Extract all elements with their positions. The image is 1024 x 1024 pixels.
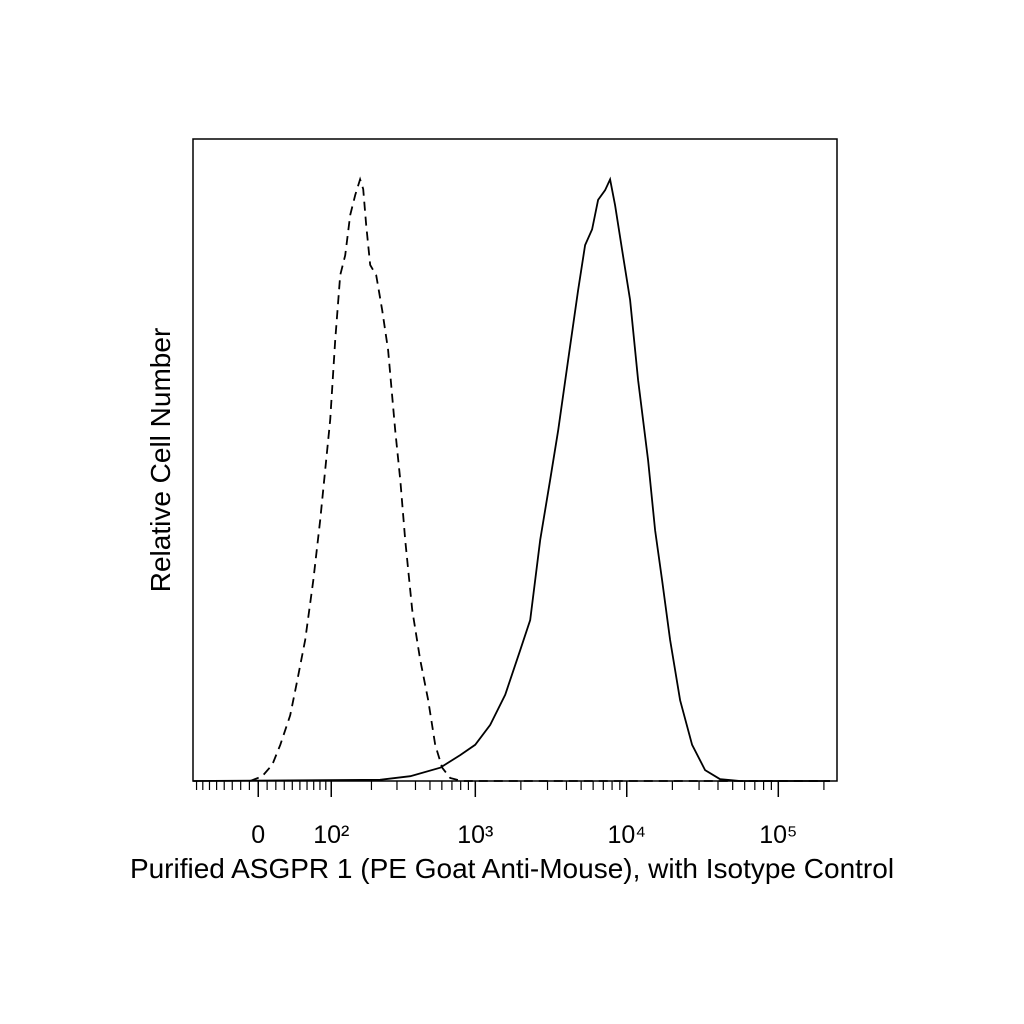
x-tick-label: 10³	[457, 821, 493, 849]
x-tick-label: 10⁴	[607, 821, 646, 849]
histogram-line	[249, 176, 830, 782]
plot-frame	[192, 138, 838, 782]
x-tick-label: 10²	[313, 821, 349, 849]
histogram-line	[193, 176, 830, 782]
x-axis-label: Purified ASGPR 1 (PE Goat Anti-Mouse), w…	[130, 853, 894, 884]
x-tick-label: 10⁵	[759, 821, 797, 849]
y-axis-label: Relative Cell Number	[145, 328, 176, 593]
x-tick-label: 0	[251, 821, 265, 849]
